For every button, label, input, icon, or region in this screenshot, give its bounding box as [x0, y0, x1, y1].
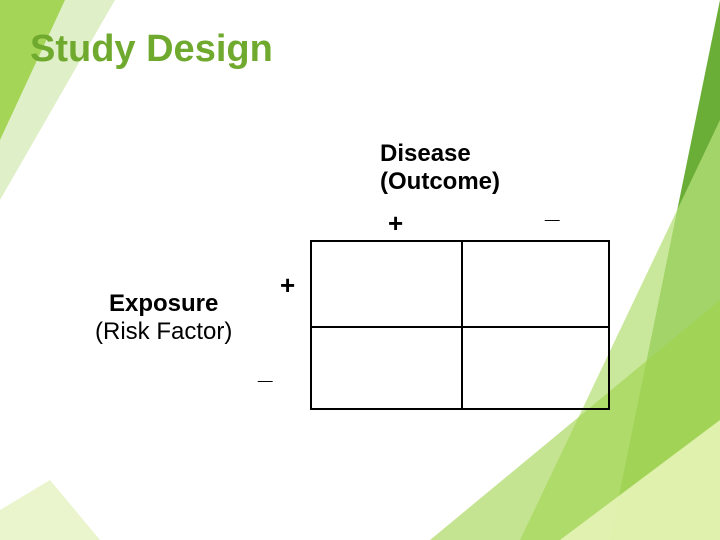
slide-title: Study Design: [30, 28, 273, 71]
column-plus-sign: +: [388, 208, 403, 239]
grid-hline: [312, 326, 608, 328]
grid-vline: [461, 242, 463, 408]
row-header-line1: Exposure: [95, 290, 232, 318]
column-header-line2: (Outcome): [380, 168, 500, 196]
column-minus-sign: _: [545, 194, 559, 225]
row-header-line2: (Risk Factor): [95, 318, 232, 346]
row-header: Exposure (Risk Factor): [95, 290, 232, 346]
column-header-line1: Disease: [380, 140, 500, 168]
row-minus-sign: _: [258, 355, 272, 386]
row-plus-sign: +: [280, 270, 295, 301]
two-by-two-grid: [310, 240, 610, 410]
column-header: Disease (Outcome): [380, 140, 500, 196]
